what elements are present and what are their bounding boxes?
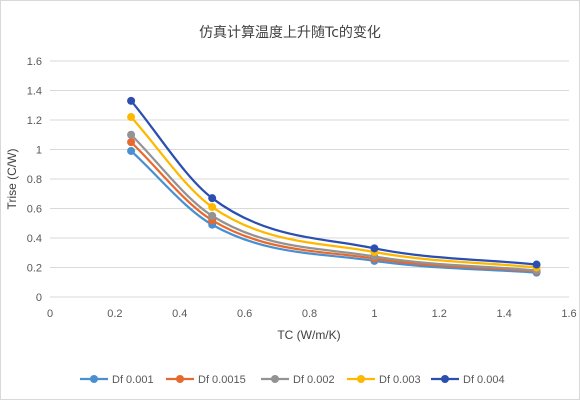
series-line-1	[130, 150, 537, 274]
y-tick-label: 1	[36, 145, 42, 157]
x-tick-label: 0.4	[172, 308, 187, 320]
data-point	[208, 203, 217, 212]
x-tick-label: 1.2	[432, 308, 447, 320]
legend: Df 0.001 Df 0.0015 Df 0.002 Df 0.003 Df 0.00…	[80, 374, 505, 386]
legend-marker	[271, 375, 279, 383]
y-tick-label: 1.2	[27, 115, 42, 127]
data-points	[127, 96, 541, 277]
legend-label: Df 0.004	[463, 374, 505, 386]
legend-label: Df 0.0015	[198, 374, 246, 386]
data-point	[532, 260, 541, 269]
data-point	[370, 244, 379, 253]
y-tick-label: 0	[36, 292, 42, 304]
data-point	[127, 138, 136, 147]
series-line-5	[130, 100, 537, 266]
tick-labels: 0 0.2 0.4 0.6 0.8 1 1.2 1.4 1.6 0 0.2 0.4 0.6 0.8 1 1.2…	[27, 56, 577, 320]
x-tick-label: 0.2	[107, 308, 122, 320]
gridlines	[50, 60, 569, 298]
y-tick-label: 0.8	[27, 174, 42, 186]
x-tick-label: 0.8	[302, 308, 317, 320]
x-tick-label: 1	[371, 308, 377, 320]
legend-label: Df 0.002	[293, 374, 335, 386]
data-point	[127, 146, 136, 155]
series-line-2	[130, 141, 537, 273]
y-axis-title: Trise (C/W)	[5, 149, 19, 210]
legend-marker	[441, 375, 449, 383]
legend-label: Df 0.001	[112, 374, 154, 386]
series-lines	[130, 100, 537, 274]
data-point	[127, 130, 136, 139]
y-tick-label: 0.4	[27, 233, 42, 245]
y-tick-label: 1.6	[27, 56, 42, 68]
series-line-4	[130, 116, 537, 269]
x-tick-label: 0	[47, 308, 53, 320]
x-tick-label: 0.6	[237, 308, 252, 320]
x-axis-title: TC (W/m/K)	[277, 328, 340, 342]
x-tick-label: 1.6	[561, 308, 576, 320]
y-tick-label: 1.4	[27, 86, 42, 98]
data-point	[127, 113, 136, 122]
chart-title: 仿真计算温度上升随Tc的变化	[199, 25, 381, 41]
data-point	[208, 194, 217, 203]
data-point	[127, 96, 136, 105]
legend-marker	[90, 375, 98, 383]
legend-marker	[176, 375, 184, 383]
series-line-3	[130, 133, 537, 272]
x-tick-label: 1.4	[496, 308, 511, 320]
y-tick-label: 0.6	[27, 204, 42, 216]
legend-marker	[357, 375, 365, 383]
legend-label: Df 0.003	[379, 374, 421, 386]
data-point	[208, 211, 217, 220]
y-tick-label: 0.2	[27, 263, 42, 275]
